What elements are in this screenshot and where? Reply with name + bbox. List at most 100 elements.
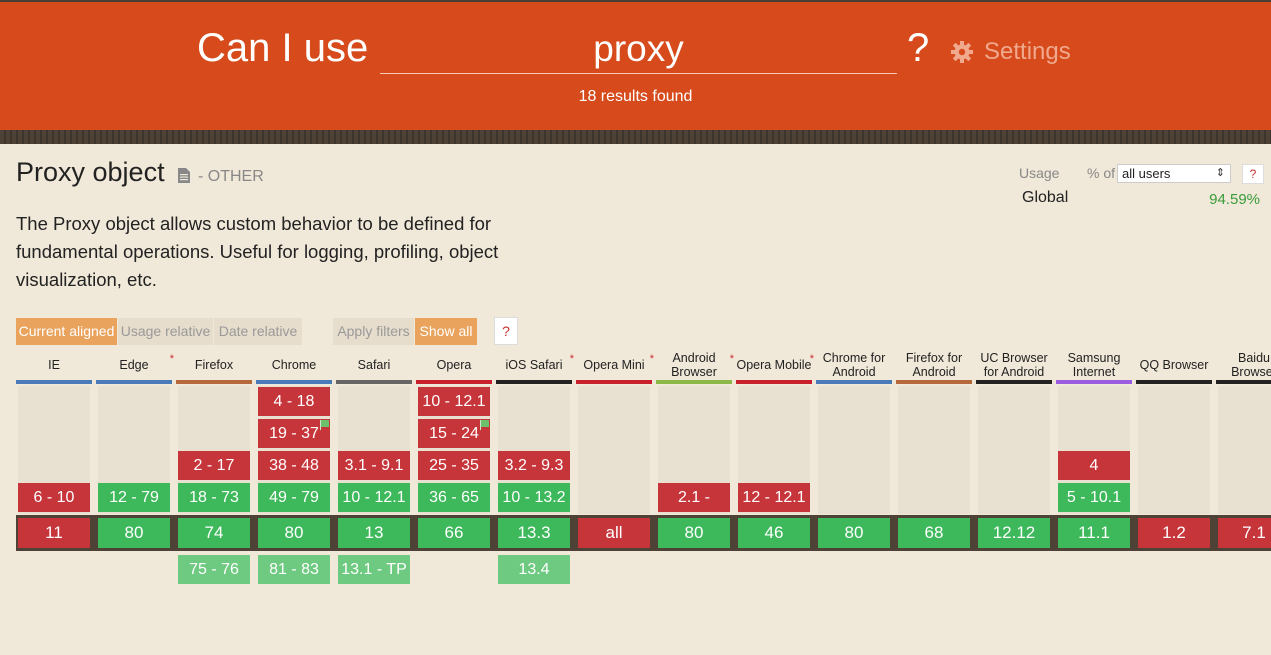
- browser-header-firefox[interactable]: Firefox: [176, 350, 252, 380]
- browser-color-bar: [976, 380, 1052, 384]
- browser-column: [578, 386, 650, 514]
- version-cell[interactable]: 13.4: [498, 555, 570, 584]
- browser-name: Android Browser: [671, 351, 717, 379]
- version-cell[interactable]: 19 - 37: [258, 419, 330, 448]
- version-cell[interactable]: 10 - 12.1: [338, 483, 410, 512]
- users-select-value: all users: [1122, 166, 1171, 181]
- version-cell[interactable]: 49 - 79: [258, 483, 330, 512]
- feature-title[interactable]: Proxy object: [16, 157, 165, 187]
- browser-name: Chrome: [271, 358, 317, 372]
- browser-column: [1138, 386, 1210, 514]
- browser-header-baidu-browser[interactable]: Baidu Browser: [1216, 350, 1271, 380]
- browser-header-uc-browser-for-android[interactable]: UC Browser for Android: [976, 350, 1052, 380]
- browser-color-bar: [16, 380, 92, 384]
- note-asterisk-icon: *: [169, 353, 174, 365]
- browser-color-bar: [736, 380, 812, 384]
- browser-column: [818, 386, 890, 514]
- browser-header-firefox-for-android[interactable]: Firefox for Android: [896, 350, 972, 380]
- browser-name: Edge: [119, 358, 149, 372]
- feature-description: The Proxy object allows custom behavior …: [16, 213, 499, 290]
- usage-label: Usage: [1019, 165, 1060, 181]
- browser-header-qq-browser[interactable]: QQ Browser: [1136, 350, 1212, 380]
- current-version-cell[interactable]: 13: [338, 518, 410, 548]
- version-cell[interactable]: 18 - 73: [178, 483, 250, 512]
- browser-header-edge[interactable]: Edge *: [96, 350, 174, 380]
- browser-name: Opera: [436, 358, 472, 372]
- version-cell[interactable]: 38 - 48: [258, 451, 330, 480]
- users-select[interactable]: all users ⇕: [1117, 164, 1231, 183]
- browser-header-ios-safari[interactable]: iOS Safari *: [496, 350, 574, 380]
- current-aligned-button[interactable]: Current aligned: [16, 318, 117, 345]
- version-cell[interactable]: 2.1 - 4.4.4: [658, 483, 730, 535]
- select-arrows-icon: ⇕: [1215, 167, 1225, 179]
- current-version-cell[interactable]: all: [578, 518, 650, 548]
- version-cell[interactable]: 4: [1058, 451, 1130, 480]
- version-cell[interactable]: 10 - 12.1: [418, 387, 490, 416]
- current-version-cell[interactable]: 12.12: [978, 518, 1050, 548]
- current-version-cell[interactable]: 80: [818, 518, 890, 548]
- current-version-cell[interactable]: 46: [738, 518, 810, 548]
- filters-help-button[interactable]: ?: [494, 317, 518, 345]
- current-version-cell[interactable]: 74: [178, 518, 250, 548]
- current-version-cell[interactable]: 13.3: [498, 518, 570, 548]
- browser-header-opera-mobile[interactable]: Opera Mobile *: [736, 350, 814, 380]
- version-cell[interactable]: 81 - 83: [258, 555, 330, 584]
- global-usage-value: 94.59%: [1209, 191, 1260, 208]
- flag-icon: [480, 420, 489, 430]
- browser-header-samsung-internet[interactable]: Samsung Internet: [1056, 350, 1132, 380]
- version-cell[interactable]: 3.2 - 9.3: [498, 451, 570, 480]
- browser-header-chrome-for-android[interactable]: Chrome for Android: [816, 350, 892, 380]
- current-version-cell[interactable]: 80: [258, 518, 330, 548]
- usage-help-button[interactable]: ?: [1242, 164, 1264, 184]
- browser-color-bar: [656, 380, 732, 384]
- browser-header-opera-mini[interactable]: Opera Mini *: [576, 350, 654, 380]
- browser-name: Chrome for Android: [822, 351, 886, 379]
- browser-color-bar: [176, 380, 252, 384]
- version-cell[interactable]: 3.1 - 9.1: [338, 451, 410, 480]
- current-version-cell[interactable]: 11: [18, 518, 90, 548]
- usage-relative-button[interactable]: Usage relative: [118, 318, 213, 345]
- version-cell[interactable]: 4 - 18: [258, 387, 330, 416]
- current-version-cell[interactable]: 80: [98, 518, 170, 548]
- version-cell[interactable]: 2 - 17: [178, 451, 250, 480]
- browser-name: iOS Safari: [505, 358, 563, 372]
- browser-name: Baidu Browser: [1231, 351, 1271, 379]
- browser-color-bar: [816, 380, 892, 384]
- version-cell[interactable]: 75 - 76: [178, 555, 250, 584]
- browser-header-opera[interactable]: Opera: [416, 350, 492, 380]
- version-cell[interactable]: 12 - 12.1: [738, 483, 810, 512]
- search-input[interactable]: [380, 24, 897, 74]
- browser-header-safari[interactable]: Safari: [336, 350, 412, 380]
- version-cell[interactable]: 10 - 13.2: [498, 483, 570, 512]
- version-cell[interactable]: 6 - 10: [18, 483, 90, 512]
- version-cell[interactable]: 12 - 79: [98, 483, 170, 512]
- current-version-cell[interactable]: 1.2: [1138, 518, 1210, 548]
- settings-button[interactable]: Settings: [950, 38, 1071, 66]
- browser-header-android-browser[interactable]: Android Browser *: [656, 350, 734, 380]
- current-version-cell[interactable]: 11.1: [1058, 518, 1130, 548]
- show-all-button[interactable]: Show all: [415, 318, 477, 345]
- header-divider: [0, 130, 1271, 144]
- version-cell[interactable]: 36 - 65: [418, 483, 490, 512]
- version-cell[interactable]: 15 - 24: [418, 419, 490, 448]
- browser-name: Firefox: [194, 358, 234, 372]
- browser-header-chrome[interactable]: Chrome: [256, 350, 332, 380]
- help-link[interactable]: ?: [907, 26, 930, 70]
- current-version-cell[interactable]: 66: [418, 518, 490, 548]
- site-title[interactable]: Can I use: [197, 26, 369, 70]
- date-relative-button[interactable]: Date relative: [214, 318, 302, 345]
- version-cell[interactable]: 5 - 10.1: [1058, 483, 1130, 512]
- version-cell[interactable]: 13.1 - TP: [338, 555, 410, 584]
- apply-filters-button[interactable]: Apply filters: [333, 318, 414, 345]
- browser-header-ie[interactable]: IE: [16, 350, 92, 380]
- browser-name: UC Browser for Android: [980, 351, 1048, 379]
- version-cell[interactable]: 25 - 35: [418, 451, 490, 480]
- browser-color-bar: [496, 380, 572, 384]
- current-version-cell[interactable]: 68: [898, 518, 970, 548]
- current-version-cell[interactable]: 7.1: [1218, 518, 1271, 548]
- browser-color-bar: [416, 380, 492, 384]
- browser-column: [978, 386, 1050, 514]
- browser-color-bar: [256, 380, 332, 384]
- current-version-cell[interactable]: 80: [658, 518, 730, 548]
- document-icon: [178, 168, 190, 183]
